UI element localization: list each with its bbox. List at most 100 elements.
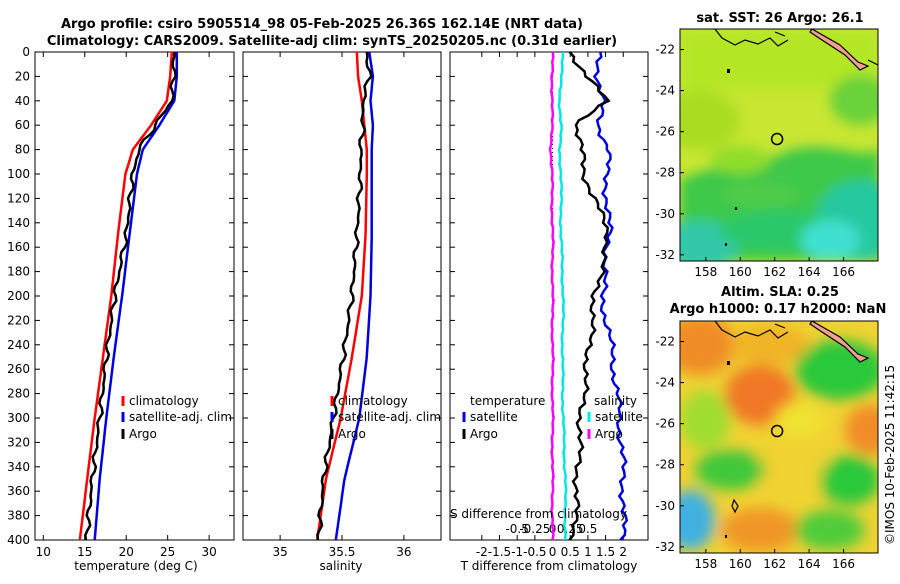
temp-xlabel: temperature (deg C)	[74, 559, 197, 573]
lat-tick-label: -30	[655, 499, 675, 513]
lat-tick-label: -26	[655, 417, 675, 431]
plot-frame	[34, 51, 235, 541]
figure-title-line2: Climatology: CARS2009. Satellite-adj cli…	[47, 34, 617, 49]
x-tick-label: 35	[272, 545, 287, 559]
diff-legend-temp-title: temperature	[470, 394, 545, 408]
sst-map-title: sat. SST: 26 Argo: 26.1	[696, 11, 863, 26]
lon-tick-label: 164	[798, 265, 821, 279]
lon-tick-label: 160	[729, 265, 752, 279]
salinity-panel: 35 35.5 36	[242, 51, 442, 559]
diff-legend-sal-title: salinity	[594, 394, 637, 408]
y-tick-label: 140	[7, 216, 30, 230]
series-line-satellite-adj.-clim	[334, 51, 375, 541]
temp-legend-climatology: climatology	[129, 394, 199, 408]
series-line-satellite-adj.-clim	[93, 52, 179, 541]
y-tick-label: 220	[7, 313, 30, 327]
sla-map-axes: 158 160 162 164 166 -22 -24 -26 -28 -30 -32	[655, 335, 855, 571]
y-tick-label: 340	[7, 460, 30, 474]
y-tick-label: 0	[22, 45, 30, 59]
lon-tick-label: 162	[763, 265, 786, 279]
argo-position-marker	[770, 132, 784, 146]
temp-legend-satellite: satellite-adj. clim	[129, 410, 232, 424]
lat-tick-label: -28	[655, 166, 675, 180]
diff-legend-sal-argo: Argo	[595, 427, 623, 441]
lat-tick-label: -22	[655, 43, 675, 57]
sal-legend-satellite: satellite-adj. clim	[338, 410, 441, 424]
y-tick-label: 80	[15, 143, 30, 157]
series-line-Argo	[84, 52, 177, 541]
sla-map-title-line2: Argo h1000: 0.17 h2000: NaN	[670, 302, 887, 317]
y-tick-label: 120	[7, 191, 30, 205]
series-line-temperature-Argo	[568, 51, 611, 541]
sal-xlabel: salinity	[319, 559, 362, 573]
x-tick-label: 35.5	[329, 545, 356, 559]
y-tick-label: 160	[7, 240, 30, 254]
diff-legend-temp-satellite: satellite	[470, 410, 518, 424]
lat-tick-label: -24	[655, 84, 675, 98]
sla-map	[680, 321, 878, 553]
x-tick-label: 1	[584, 545, 592, 559]
x-tick-label: -1.5	[488, 545, 511, 559]
temperature-panel: 0 20 40 60 80 100 120 140 160 180 200 220 240 260 280 3…	[7, 45, 235, 559]
x-tick-label: 10	[36, 545, 51, 559]
lon-tick-label: 158	[694, 265, 717, 279]
y-tick-label: 260	[7, 362, 30, 376]
x-tick-label: 15	[77, 545, 92, 559]
lon-tick-label: 164	[798, 557, 821, 571]
y-tick-label: 400	[7, 533, 30, 547]
series-line-climatology	[78, 51, 174, 541]
lat-tick-label: -24	[655, 376, 675, 390]
difference-panel: -2-1.5-1-0.500.511.52-0.5-0.2500.250.5	[449, 51, 649, 559]
temp-legend-argo: Argo	[129, 427, 157, 441]
figure-title-line1: Argo profile: csiro 5905514_98 05-Feb-20…	[61, 17, 583, 32]
x-tick-label: 36	[396, 545, 411, 559]
x-tick-label: 2	[619, 545, 627, 559]
sst-map-axes: 158 160 162 164 166 -22 -24 -26 -28 -30 -32	[655, 43, 855, 279]
sst-map	[680, 29, 878, 261]
sla-map-title-line1: Altim. SLA: 0.25	[721, 285, 839, 300]
x-tick-label: 1.5	[596, 545, 615, 559]
x-tick-label: -1	[511, 545, 523, 559]
y-tick-label: 360	[7, 484, 30, 498]
y-tick-label: 280	[7, 387, 30, 401]
lat-tick-label: -30	[655, 207, 675, 221]
y-tick-label: 380	[7, 509, 30, 523]
lat-tick-label: -32	[655, 540, 675, 554]
x-tick-label: 30	[201, 545, 216, 559]
x-tick-label: 0	[549, 545, 557, 559]
lon-tick-label: 166	[832, 265, 855, 279]
x-tick-label: 25	[160, 545, 175, 559]
y-tick-label: 100	[7, 167, 30, 181]
lon-tick-label: 158	[694, 557, 717, 571]
y-tick-label: 60	[15, 118, 30, 132]
y-tick-label: 180	[7, 265, 30, 279]
lon-tick-label: 160	[729, 557, 752, 571]
y-tick-label: 240	[7, 338, 30, 352]
top-tick-label: 0.5	[578, 522, 597, 536]
x-tick-label: -0.5	[523, 545, 546, 559]
y-tick-label: 20	[15, 69, 30, 83]
lat-tick-label: -28	[655, 458, 675, 472]
copyright-text: ©IMOS 10-Feb-2025 11:42:15	[883, 365, 897, 545]
plot-frame	[449, 51, 649, 541]
series-line-salinity-Argo	[548, 51, 555, 541]
lat-tick-label: -22	[655, 335, 675, 349]
series-line-salinity-satellite	[557, 51, 568, 541]
lon-tick-label: 166	[832, 557, 855, 571]
y-tick-label: 300	[7, 411, 30, 425]
series-line-temperature-satellite	[592, 51, 629, 541]
diff-legend-sal-satellite: satellite	[595, 410, 643, 424]
argo-position-marker	[770, 424, 784, 438]
top-tick-label: -0.25	[519, 522, 550, 536]
plot-frame	[242, 51, 442, 541]
y-tick-label: 200	[7, 289, 30, 303]
x-tick-label: 0.5	[561, 545, 580, 559]
series-line-Argo	[316, 51, 373, 541]
lat-tick-label: -32	[655, 248, 675, 262]
x-tick-label: 20	[119, 545, 134, 559]
lon-tick-label: 162	[763, 557, 786, 571]
y-tick-label: 320	[7, 435, 30, 449]
y-tick-label: 40	[15, 94, 30, 108]
top-tick-label: -0.5	[505, 522, 528, 536]
